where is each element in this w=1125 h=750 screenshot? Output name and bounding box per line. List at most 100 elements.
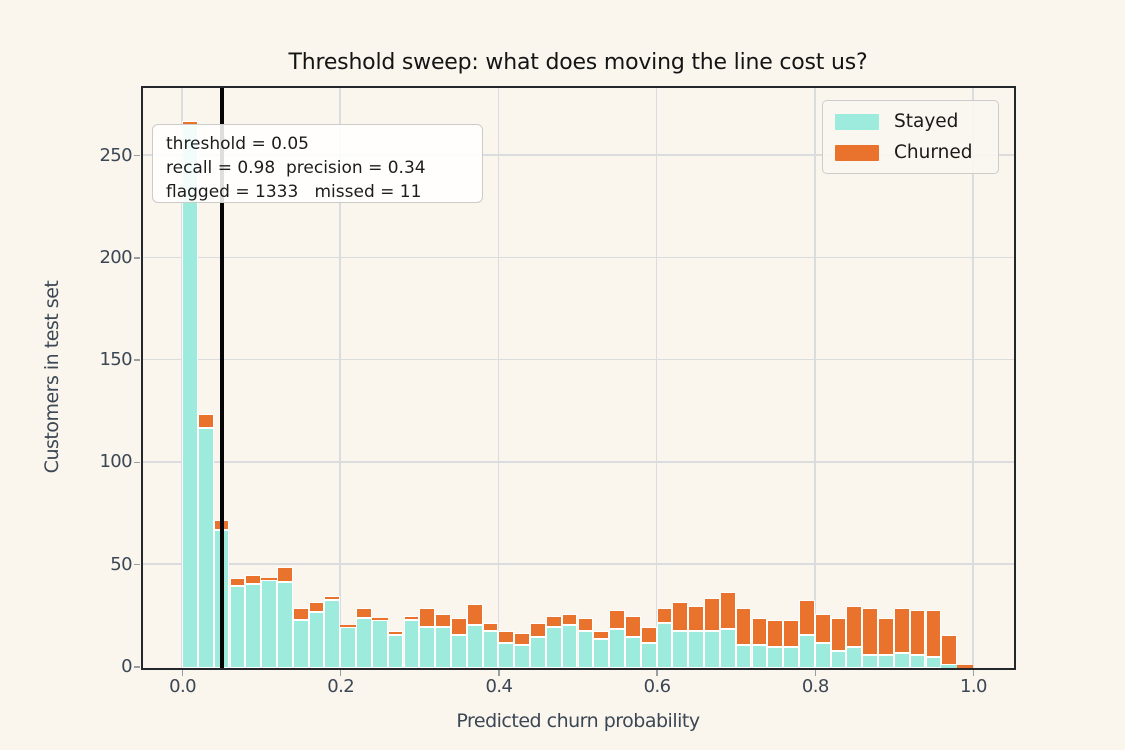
y-tick-label-150: 150 (99, 349, 132, 371)
histogram-bar-stayed (292, 620, 309, 668)
gridline-x-1 (972, 87, 974, 668)
histogram-bar-stayed (814, 642, 831, 668)
y-tick-mark (134, 666, 140, 668)
histogram-bar-churned (593, 630, 610, 639)
histogram-bar-churned (435, 614, 451, 627)
threshold-line (219, 87, 224, 668)
y-tick-mark (134, 563, 140, 566)
gridline-y-200 (142, 256, 1014, 259)
histogram-bar-stayed (609, 628, 625, 668)
histogram-bar-churned (846, 606, 863, 648)
histogram-bar-churned (862, 608, 879, 656)
x-tick-label-1.0: 1.0 (960, 676, 987, 697)
y-tick-label-200: 200 (99, 246, 132, 268)
threshold-annotation-box: threshold = 0.05 recall = 0.98 precision… (152, 124, 483, 203)
histogram-bar-churned (941, 634, 958, 666)
histogram-bar-stayed (498, 642, 515, 668)
histogram-bar-churned (688, 606, 705, 631)
x-tick-mark (656, 669, 658, 676)
histogram-bar-churned (561, 614, 578, 625)
histogram-bar-stayed (751, 645, 768, 668)
histogram-bar-churned (324, 595, 341, 600)
histogram-bar-stayed (324, 599, 341, 668)
histogram-bar-stayed (624, 636, 641, 668)
histogram-bar-stayed (593, 638, 610, 668)
histogram-bar-churned (719, 591, 736, 629)
histogram-bar-churned (704, 597, 720, 631)
y-tick-mark (134, 359, 140, 361)
stayed-swatch-icon (835, 113, 879, 130)
x-axis-label: Predicted churn probability (456, 710, 700, 732)
x-tick-label-0.8: 0.8 (801, 676, 829, 697)
histogram-bar-churned (830, 618, 847, 652)
histogram-bar-churned (609, 610, 625, 629)
histogram-bar-churned (640, 626, 657, 643)
histogram-bar-stayed (577, 630, 594, 668)
histogram-bar-churned (387, 630, 404, 635)
histogram-bar-churned (751, 618, 768, 645)
histogram-bar-stayed (261, 579, 277, 668)
plot-area (140, 85, 1016, 670)
histogram-bar-stayed (514, 645, 531, 668)
histogram-bar-stayed (656, 622, 673, 668)
histogram-bar-churned (403, 616, 420, 621)
histogram-bar-churned (957, 665, 973, 668)
histogram-bar-stayed (561, 624, 578, 668)
histogram-bar-stayed (735, 645, 752, 668)
x-tick-label-0.2: 0.2 (327, 676, 355, 697)
histogram-bar-churned (672, 602, 689, 631)
histogram-bar-stayed (182, 125, 198, 668)
histogram-bar-churned (450, 618, 467, 635)
y-tick-label-50: 50 (110, 553, 132, 575)
x-tick-mark (972, 669, 975, 676)
legend-item-stayed: Stayed (835, 111, 986, 132)
y-tick-label-0: 0 (121, 656, 132, 677)
annotation-recall-precision-line: recall = 0.98 precision = 0.34 (166, 158, 426, 179)
legend-item-churned: Churned (835, 142, 986, 163)
histogram-bar-stayed (798, 634, 815, 668)
histogram-bar-stayed (878, 655, 894, 668)
histogram-bar-stayed (340, 626, 357, 668)
histogram-bar-churned (767, 620, 784, 648)
annotation-threshold-line: threshold = 0.05 (166, 134, 309, 154)
histogram-bar-churned (419, 608, 436, 627)
histogram-bar-churned (925, 610, 942, 658)
histogram-bar-stayed (403, 620, 420, 668)
histogram-bar-churned (498, 630, 515, 643)
histogram-bar-stayed (466, 624, 483, 668)
x-tick-label-0.0: 0.0 (169, 676, 196, 697)
histogram-bar-churned (466, 604, 483, 625)
histogram-bar-stayed (450, 634, 467, 668)
histogram-bar-churned (783, 620, 799, 648)
histogram-bar-stayed (371, 620, 388, 668)
histogram-bar-churned (909, 610, 926, 656)
legend-label-churned: Churned (894, 142, 973, 163)
y-tick-mark (134, 154, 140, 157)
histogram-bar-stayed (688, 630, 705, 668)
histogram-bar-churned (229, 577, 246, 586)
histogram-bar-churned (371, 618, 388, 621)
histogram-bar-churned (245, 575, 262, 584)
gridline-y-100 (142, 461, 1014, 463)
gridline-x-0.6 (655, 87, 658, 668)
histogram-bar-stayed (640, 642, 657, 668)
histogram-bar-churned (482, 622, 499, 631)
histogram-bar-stayed (941, 665, 958, 668)
histogram-bar-stayed (482, 630, 499, 668)
legend-label-stayed: Stayed (894, 111, 959, 132)
histogram-bar-churned (577, 618, 594, 631)
y-axis-label: Customers in test set (41, 280, 63, 474)
histogram-bar-churned (261, 577, 277, 580)
histogram-bar-churned (624, 616, 641, 637)
histogram-bar-stayed (419, 626, 436, 668)
annotation-flagged-missed-line: flagged = 1333 missed = 11 (166, 182, 422, 203)
histogram-bar-stayed (767, 647, 784, 668)
gridline-x-0.8 (813, 87, 816, 668)
gridline-y-250 (142, 154, 1014, 156)
histogram-bar-churned (356, 608, 372, 619)
histogram-bar-churned (308, 602, 325, 613)
legend: Stayed Churned (822, 100, 999, 174)
x-tick-mark (181, 669, 184, 676)
histogram-bar-stayed (530, 636, 546, 668)
